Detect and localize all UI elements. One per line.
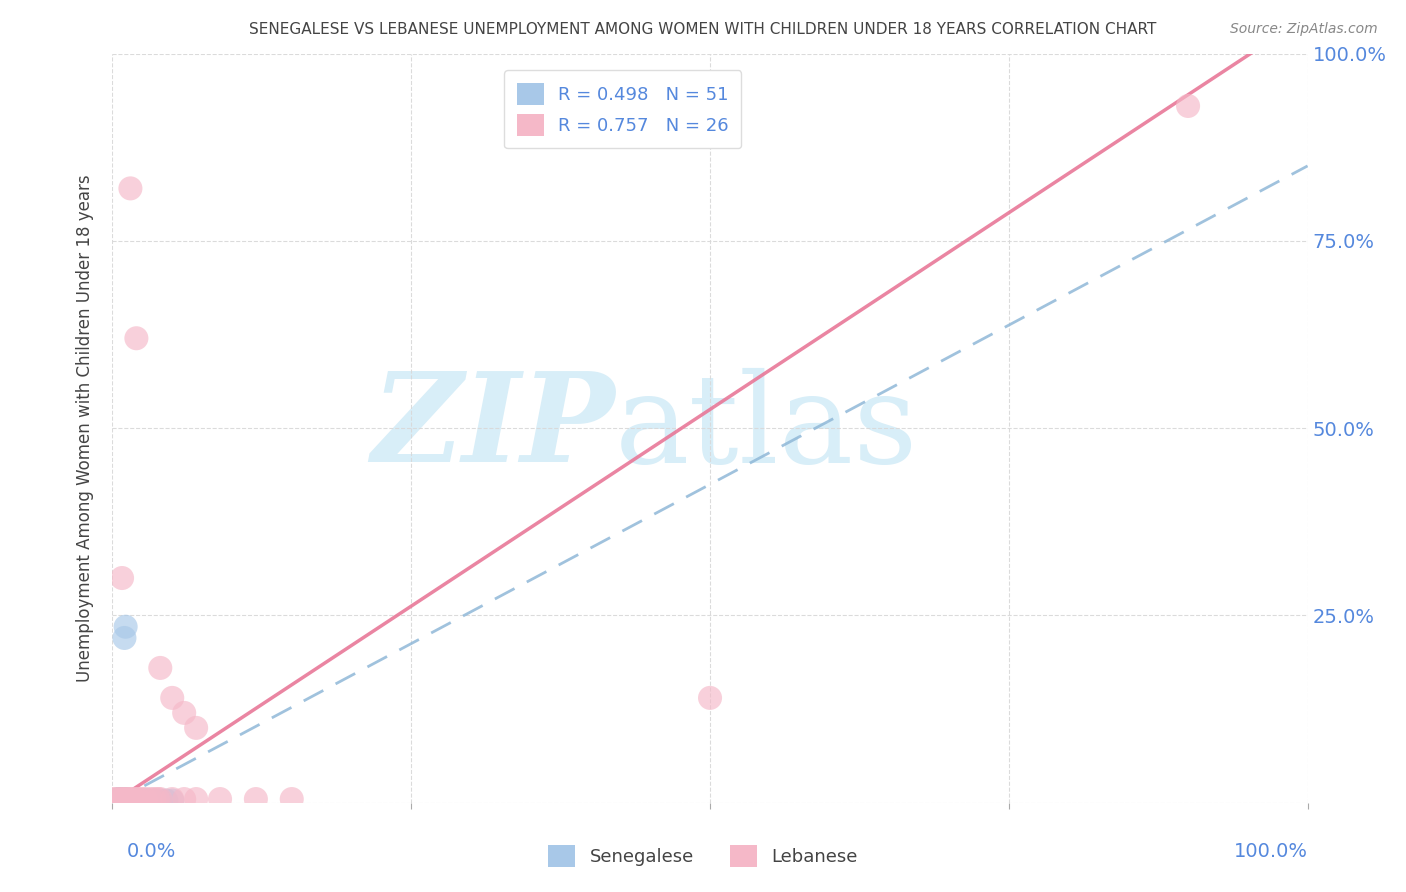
Point <box>135 793 157 807</box>
Point <box>105 793 128 807</box>
Point <box>111 793 134 807</box>
Point <box>105 793 128 807</box>
Point <box>114 620 136 634</box>
Text: ZIP: ZIP <box>371 368 614 489</box>
Point <box>101 796 124 810</box>
Point <box>110 793 132 807</box>
Point <box>112 793 135 807</box>
Point <box>121 793 143 807</box>
Point <box>173 792 195 806</box>
Point <box>112 793 135 807</box>
Text: 0.0%: 0.0% <box>127 842 176 862</box>
Point <box>118 792 141 806</box>
Point <box>122 792 145 806</box>
Point <box>115 792 138 806</box>
Point <box>186 721 208 735</box>
Y-axis label: Unemployment Among Women with Children Under 18 years: Unemployment Among Women with Children U… <box>76 174 94 682</box>
Point <box>111 793 134 807</box>
Point <box>110 792 132 806</box>
Point <box>107 792 129 806</box>
Point <box>108 793 131 807</box>
Point <box>209 792 232 806</box>
Point <box>122 793 145 807</box>
Point <box>121 793 143 807</box>
Point <box>111 571 134 585</box>
Point <box>162 690 183 705</box>
Point <box>114 793 135 807</box>
Point <box>1177 99 1199 113</box>
Point <box>125 793 148 807</box>
Point <box>115 793 138 807</box>
Text: atlas: atlas <box>614 368 918 489</box>
Point <box>114 792 135 806</box>
Point <box>129 793 152 807</box>
Point <box>120 792 142 806</box>
Legend: Senegalese, Lebanese: Senegalese, Lebanese <box>541 838 865 874</box>
Point <box>135 792 157 806</box>
Point <box>107 792 129 806</box>
Point <box>114 792 135 806</box>
Text: Source: ZipAtlas.com: Source: ZipAtlas.com <box>1230 22 1378 37</box>
Point <box>149 792 172 806</box>
Point <box>114 631 135 645</box>
Point <box>111 793 134 807</box>
Point <box>114 793 135 807</box>
Point <box>139 792 162 806</box>
Point <box>101 796 124 810</box>
Point <box>143 792 166 806</box>
Point <box>117 793 139 807</box>
Point <box>143 793 166 807</box>
Point <box>173 706 195 720</box>
Point <box>186 792 208 806</box>
Point <box>107 793 129 807</box>
Point <box>162 792 183 806</box>
Point <box>117 793 139 807</box>
Point <box>111 792 134 806</box>
Point <box>101 792 124 806</box>
Text: 100.0%: 100.0% <box>1233 842 1308 862</box>
Point <box>149 793 172 807</box>
Point <box>162 793 183 807</box>
Point <box>107 793 129 807</box>
Point <box>115 793 138 807</box>
Point <box>120 793 142 807</box>
Point <box>114 793 135 807</box>
Point <box>108 793 131 807</box>
Point <box>107 793 129 807</box>
Point <box>138 793 160 807</box>
Point <box>104 794 127 808</box>
Point <box>108 793 131 807</box>
Point <box>131 792 153 806</box>
Point <box>124 793 146 807</box>
Point <box>132 793 155 807</box>
Legend: R = 0.498   N = 51, R = 0.757   N = 26: R = 0.498 N = 51, R = 0.757 N = 26 <box>503 70 741 148</box>
Point <box>120 181 142 195</box>
Point <box>125 792 148 806</box>
Point <box>128 793 150 807</box>
Point <box>245 792 267 806</box>
Point <box>112 792 135 806</box>
Point <box>281 792 304 806</box>
Point <box>110 793 132 807</box>
Point <box>149 661 172 675</box>
Point <box>146 792 169 806</box>
Point <box>105 792 128 806</box>
Text: SENEGALESE VS LEBANESE UNEMPLOYMENT AMONG WOMEN WITH CHILDREN UNDER 18 YEARS COR: SENEGALESE VS LEBANESE UNEMPLOYMENT AMON… <box>249 22 1157 37</box>
Point <box>128 792 150 806</box>
Point <box>118 793 141 807</box>
Point <box>105 793 128 807</box>
Point <box>118 793 141 807</box>
Point <box>108 792 131 806</box>
Point <box>110 792 132 806</box>
Point <box>114 793 136 807</box>
Point <box>125 331 148 345</box>
Point <box>155 793 177 807</box>
Point <box>114 793 136 807</box>
Point <box>110 793 132 807</box>
Point <box>699 690 721 705</box>
